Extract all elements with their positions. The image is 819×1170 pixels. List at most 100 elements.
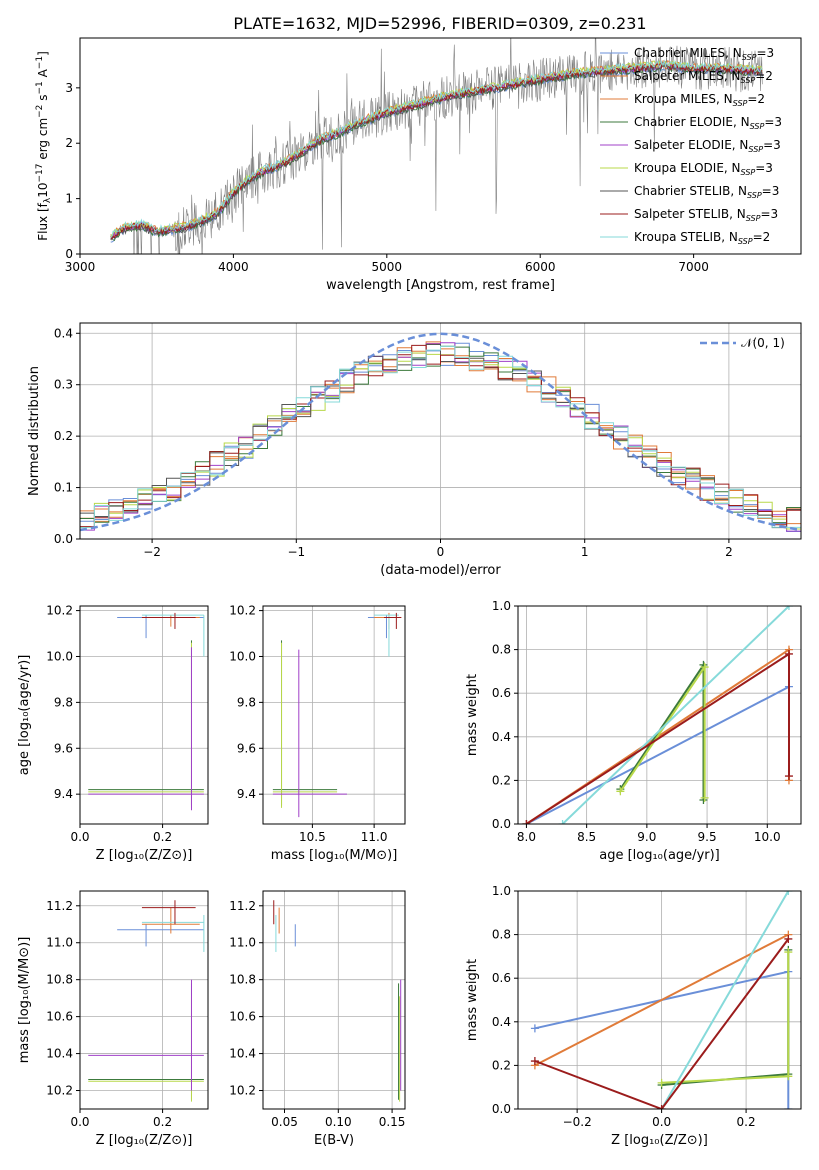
y-axis-label: Flux [fλ10−17 erg cm−2 s−1 A−1] xyxy=(35,51,53,241)
y-tick-label: 3 xyxy=(65,81,73,95)
x-axis-label: wavelength [Angstrom, rest frame] xyxy=(326,278,555,293)
legend-label: Kroupa ELODIE, NSSP=3 xyxy=(634,161,773,177)
legend-tail: =3 xyxy=(763,138,781,152)
x-tick-label: 5000 xyxy=(372,260,403,274)
mass-weight-point xyxy=(616,787,625,796)
y-axis-label-part: ] xyxy=(36,51,50,56)
mass-weight-point xyxy=(784,948,793,957)
y-tick-label: 0.8 xyxy=(492,928,511,942)
x-tick-label: −2 xyxy=(143,545,161,559)
y-tick-label: 0.4 xyxy=(54,326,73,340)
x-tick-label: 0.0 xyxy=(70,1115,89,1129)
legend-label: Salpeter ELODIE, NSSP=3 xyxy=(634,138,781,154)
residual-histogram-line xyxy=(80,344,801,528)
mass-weight-point xyxy=(700,663,709,672)
legend-text: Salpeter STELIB, N xyxy=(634,207,746,221)
x-axis-label: (data-model)/error xyxy=(380,563,501,578)
x-tick-label: 0 xyxy=(437,545,445,559)
x-tick-label: 2 xyxy=(725,545,733,559)
legend-text: Salpeter ELODIE, N xyxy=(634,138,748,152)
x-tick-label: 9.0 xyxy=(637,830,656,844)
y-axis-label: Normed distribution xyxy=(27,366,42,496)
legend-text: Kroupa MILES, N xyxy=(634,92,733,106)
mw_vs_age-axes: 8.0 8.5 9.0 9.5 10.0 0.0 0.2 0.4 0.6 0.8 1.0 age [l… xyxy=(492,599,801,863)
y-axis-label-part: −17 xyxy=(35,164,45,183)
y-axis-label: mass weight xyxy=(465,959,480,1041)
x-tick-label: 0.05 xyxy=(271,1115,298,1129)
x-axis-label: E(B-V) xyxy=(314,1133,354,1148)
y-tick-label: 10.2 xyxy=(229,604,256,618)
mass_vs_ebv-frame xyxy=(262,890,406,1110)
y-axis-label-part: 10 xyxy=(36,183,50,198)
legend-sub: SSP xyxy=(738,237,753,246)
observed-spectrum-line xyxy=(110,38,763,254)
mass-weight-line xyxy=(561,606,790,824)
y-tick-label: 10.4 xyxy=(46,1047,73,1061)
legend-sub: SSP xyxy=(746,214,761,223)
y-tick-label: 11.0 xyxy=(229,936,256,950)
legend-tail: =3 xyxy=(755,161,773,175)
mass-weight-point xyxy=(700,793,709,802)
age_vs_mass-axes: 10.5 11.0 9.4 9.6 9.8 10.0 10.2 mass [log₁₀(M/M… xyxy=(229,604,405,863)
y-tick-label: 10.8 xyxy=(46,973,73,987)
legend-sub: SSP xyxy=(741,76,756,85)
y-tick-label: 0 xyxy=(65,247,73,261)
figure-title: PLATE=1632, MJD=52996, FIBERID=0309, z=0… xyxy=(233,14,646,33)
legend-tail: =3 xyxy=(762,184,780,198)
mass-weight-point xyxy=(784,1105,793,1109)
model-spectrum-line xyxy=(110,64,763,240)
legend-sub: SSP xyxy=(742,53,757,62)
legend-label: Salpeter STELIB, NSSP=3 xyxy=(634,207,778,223)
x-axis-label: age [log₁₀(age/yr)] xyxy=(599,848,720,863)
mass-weight-line xyxy=(525,652,790,824)
mass-weight-point xyxy=(558,820,567,824)
mass-weight-line xyxy=(660,891,790,1109)
legend-label: Salpeter MILES, NSSP=2 xyxy=(634,69,773,85)
legend-text: Salpeter MILES, N xyxy=(634,69,741,83)
x-tick-label: 1 xyxy=(581,545,589,559)
x-tick-label: 0.10 xyxy=(325,1115,352,1129)
x-axis-label: Z [log₁₀(Z/Z⊙)] xyxy=(96,848,193,863)
legend-tail: =3 xyxy=(756,46,774,60)
y-tick-label: 9.8 xyxy=(54,695,73,709)
y-tick-label: 10.2 xyxy=(46,1084,73,1098)
spectrum-frame xyxy=(79,37,802,255)
model-spectrum-line xyxy=(110,59,763,239)
y-tick-label: 10.8 xyxy=(229,973,256,987)
legend-tail: =3 xyxy=(760,207,778,221)
x-tick-label: 0.2 xyxy=(153,830,172,844)
y-axis-label-part: −1 xyxy=(35,81,45,94)
legend-sub: SSP xyxy=(748,145,763,154)
y-axis-label-part: s xyxy=(36,95,50,105)
legend-sub: SSP xyxy=(750,122,765,131)
mass-weight-point xyxy=(784,649,793,658)
legend-text: Chabrier STELIB, N xyxy=(634,184,747,198)
y-tick-label: 0.2 xyxy=(54,429,73,443)
y-tick-label: 9.8 xyxy=(237,695,256,709)
x-tick-label: 11.0 xyxy=(361,830,388,844)
x-tick-label: 8.5 xyxy=(577,830,596,844)
y-tick-label: 0.1 xyxy=(54,481,73,495)
legend-tail: =2 xyxy=(747,92,765,106)
x-tick-label: 8.0 xyxy=(517,830,536,844)
mass-weight-point xyxy=(784,606,793,610)
y-tick-label: 0.2 xyxy=(492,1058,511,1072)
y-tick-label: 10.6 xyxy=(46,1010,73,1024)
x-axis-label: Z [log₁₀(Z/Z⊙)] xyxy=(96,1133,193,1148)
mass-weight-point xyxy=(657,1105,666,1109)
y-axis-label-part: Flux [f xyxy=(36,202,50,240)
mw_vs_age-frame xyxy=(517,605,802,825)
y-tick-label: 11.2 xyxy=(229,899,256,913)
residuals-frame xyxy=(79,322,802,540)
y-tick-label: 10.0 xyxy=(46,649,73,663)
mass_vs_Z-frame xyxy=(79,890,209,1110)
y-tick-label: 9.6 xyxy=(54,741,73,755)
y-tick-label: 0.4 xyxy=(492,730,511,744)
y-tick-label: 1.0 xyxy=(492,884,511,898)
x-tick-label: 9.5 xyxy=(698,830,717,844)
plot-layer: 3000 4000 5000 6000 7000 0 1 2 3 wavelength [Angs… xyxy=(17,37,802,1148)
x-tick-label: 0.15 xyxy=(379,1115,406,1129)
y-tick-label: 0.6 xyxy=(492,971,511,985)
x-tick-label: 0.0 xyxy=(70,830,89,844)
y-tick-label: 10.0 xyxy=(229,649,256,663)
